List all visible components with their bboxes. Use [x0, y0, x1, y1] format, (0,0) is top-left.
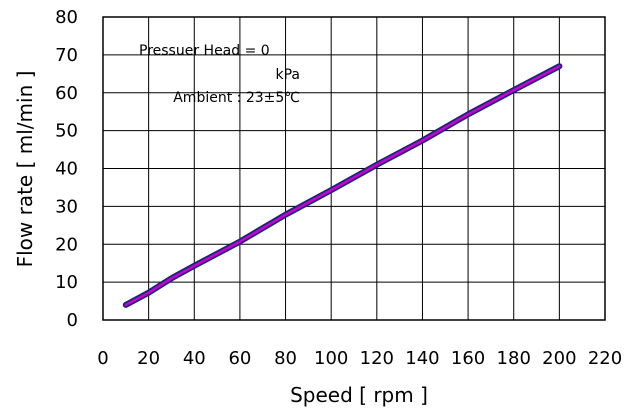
annotation-line-1: Pressuer Head = 0	[139, 43, 270, 59]
x-tick-label: 200	[542, 348, 576, 369]
y-tick-label: 10	[55, 272, 78, 293]
y-tick-label: 80	[55, 7, 78, 28]
x-tick-label: 80	[274, 348, 297, 369]
x-tick-label: 40	[183, 348, 206, 369]
y-axis-ticks: 0 10 20 30 40 50 60 70 80	[55, 7, 78, 331]
y-tick-label: 30	[55, 196, 78, 217]
y-tick-label: 70	[55, 45, 78, 66]
x-axis-title: Speed [ rpm ]	[290, 383, 428, 407]
x-tick-label: 100	[314, 348, 348, 369]
x-tick-label: 160	[451, 348, 485, 369]
y-tick-label: 0	[67, 310, 78, 331]
grid-lines	[103, 17, 605, 320]
annotation-box: Pressuer Head = 0 kPa Ambient : 23±5℃	[139, 43, 300, 106]
y-tick-label: 20	[55, 234, 78, 255]
x-tick-label: 0	[97, 348, 108, 369]
annotation-line-2: kPa	[276, 67, 301, 83]
annotation-line-3: Ambient : 23±5℃	[173, 90, 300, 106]
y-tick-label: 60	[55, 83, 78, 104]
plot-area-frame	[102, 16, 606, 321]
x-tick-label: 220	[588, 348, 622, 369]
y-tick-label: 50	[55, 121, 78, 142]
series-line	[124, 64, 561, 307]
x-tick-label: 180	[497, 348, 531, 369]
x-tick-label: 120	[360, 348, 394, 369]
series-layer	[122, 63, 563, 308]
x-axis-ticks: 0 20 40 60 80 100 120 140 160 180 200 220	[97, 348, 622, 369]
x-tick-label: 20	[137, 348, 160, 369]
y-tick-label: 40	[55, 159, 78, 180]
y-axis-title: Flow rate [ ml/min ]	[13, 71, 37, 268]
x-tick-label: 140	[405, 348, 439, 369]
x-tick-label: 60	[228, 348, 251, 369]
